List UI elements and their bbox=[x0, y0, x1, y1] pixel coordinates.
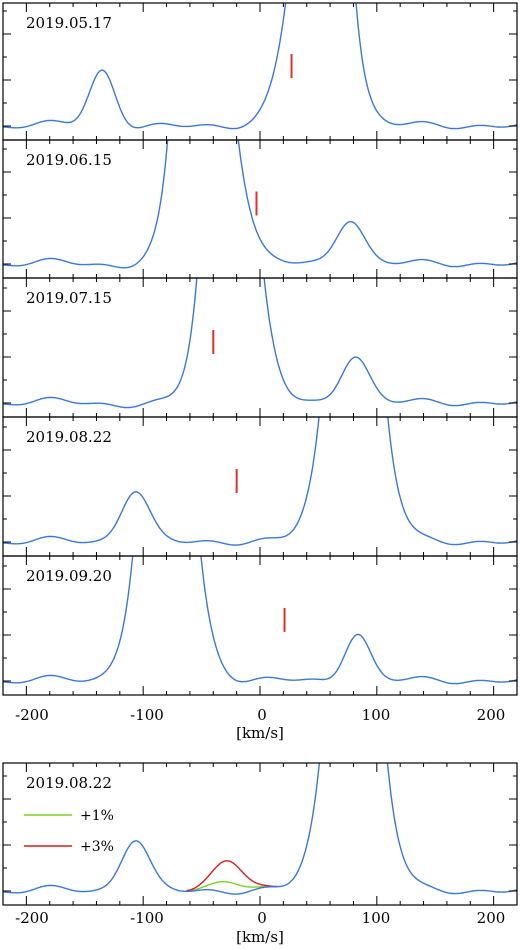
spectrum-panel: 2019.06.15 bbox=[2, 139, 518, 279]
top-block-tick-labels: -200 -100 0 100 200 bbox=[15, 706, 505, 724]
panel-date-label: 2019.07.15 bbox=[26, 289, 112, 307]
injected-signal-line bbox=[186, 881, 278, 892]
spectrum-line bbox=[3, 3, 517, 130]
spectrum-line bbox=[3, 278, 517, 409]
spectrum-line bbox=[3, 140, 517, 269]
panel-date-label: 2019.08.22 bbox=[26, 774, 112, 792]
x-axis-title-top: [km/s] bbox=[236, 724, 284, 742]
panels-group: 2019.05.17 2019.06.15 2019.07.15 2019.08.22… bbox=[2, 2, 518, 906]
panel-date-label: 2019.05.17 bbox=[26, 14, 112, 32]
panel-date-label: 2019.06.15 bbox=[26, 151, 112, 169]
tick-label-neg100: -100 bbox=[130, 706, 164, 724]
tick-label-neg200: -200 bbox=[15, 909, 49, 927]
tick-label-neg100: -100 bbox=[130, 909, 164, 927]
spectrum-panel: 2019.09.20 bbox=[2, 555, 518, 696]
tick-label-100: 100 bbox=[362, 909, 391, 927]
x-axis-title-bottom: [km/s] bbox=[236, 928, 284, 946]
tick-label-neg200: -200 bbox=[15, 706, 49, 724]
legend-entry: +3% bbox=[80, 839, 114, 855]
spectrum-panel: 2019.07.15 bbox=[2, 277, 518, 418]
legend-entry: +1% bbox=[80, 808, 114, 824]
panel-date-label: 2019.08.22 bbox=[26, 428, 112, 446]
spectrum-line bbox=[3, 417, 517, 546]
tick-label-200: 200 bbox=[477, 706, 506, 724]
spectrum-panel: 2019.05.17 bbox=[2, 2, 518, 141]
injected-signal-line bbox=[186, 860, 278, 892]
tick-label-0: 0 bbox=[257, 706, 267, 724]
panel-date-label: 2019.09.20 bbox=[26, 567, 112, 585]
tick-label-100: 100 bbox=[362, 706, 391, 724]
spectrum-panel: 2019.08.22 +1% +3% bbox=[2, 762, 518, 906]
tick-label-0: 0 bbox=[257, 909, 267, 927]
spectrum-line bbox=[3, 763, 517, 895]
spectrum-line bbox=[3, 556, 517, 685]
tick-label-200: 200 bbox=[477, 909, 506, 927]
spectrum-panel: 2019.08.22 bbox=[2, 416, 518, 557]
bottom-panel-tick-labels: -200 -100 0 100 200 bbox=[15, 909, 505, 927]
